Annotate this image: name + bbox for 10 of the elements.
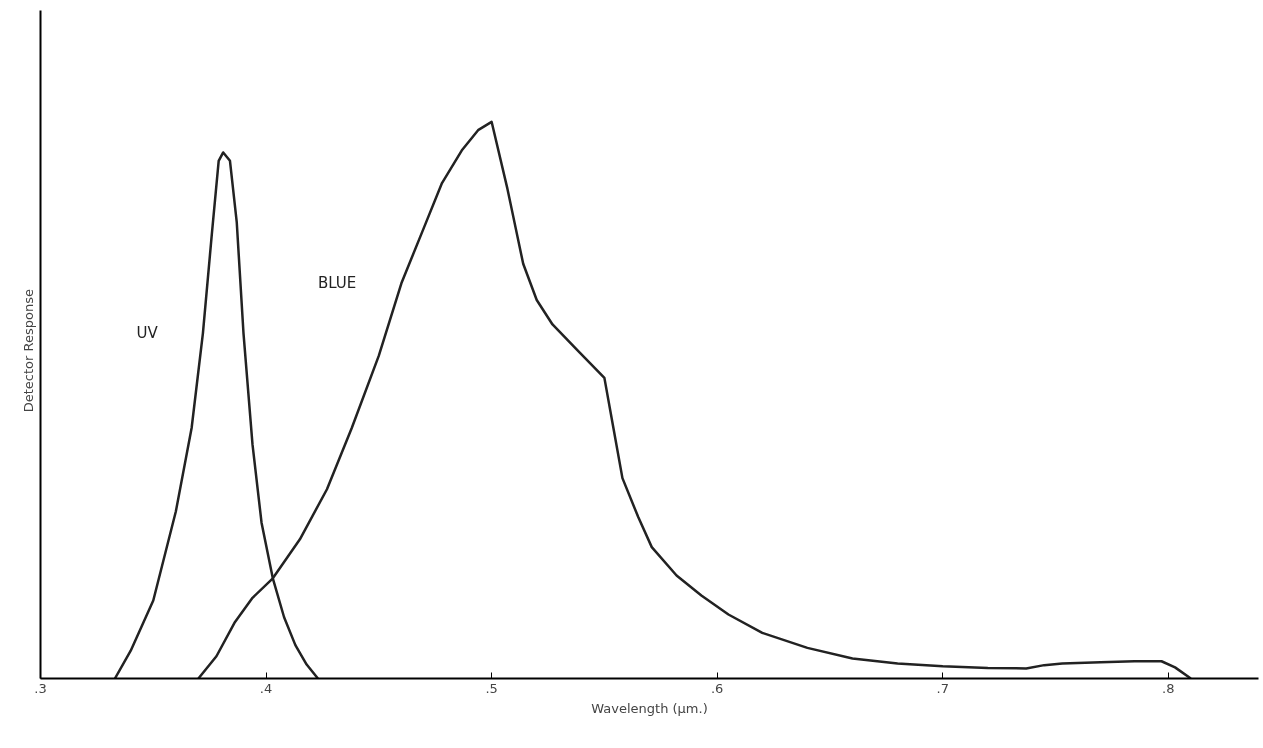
x-tick-label: .6 <box>710 680 724 696</box>
x-tick-label: .8 <box>1162 680 1175 696</box>
text: BLUE <box>317 274 357 293</box>
x-axis-title: Wavelength (µm.) <box>591 700 708 716</box>
x-tick-label: .5 <box>485 680 498 696</box>
x-tick-label: .3 <box>34 680 47 696</box>
y-axis-title: Detector Response <box>20 289 36 413</box>
text: UV <box>136 324 159 343</box>
x-tick-label: .7 <box>936 680 949 696</box>
x-tick-label: .4 <box>259 680 273 696</box>
